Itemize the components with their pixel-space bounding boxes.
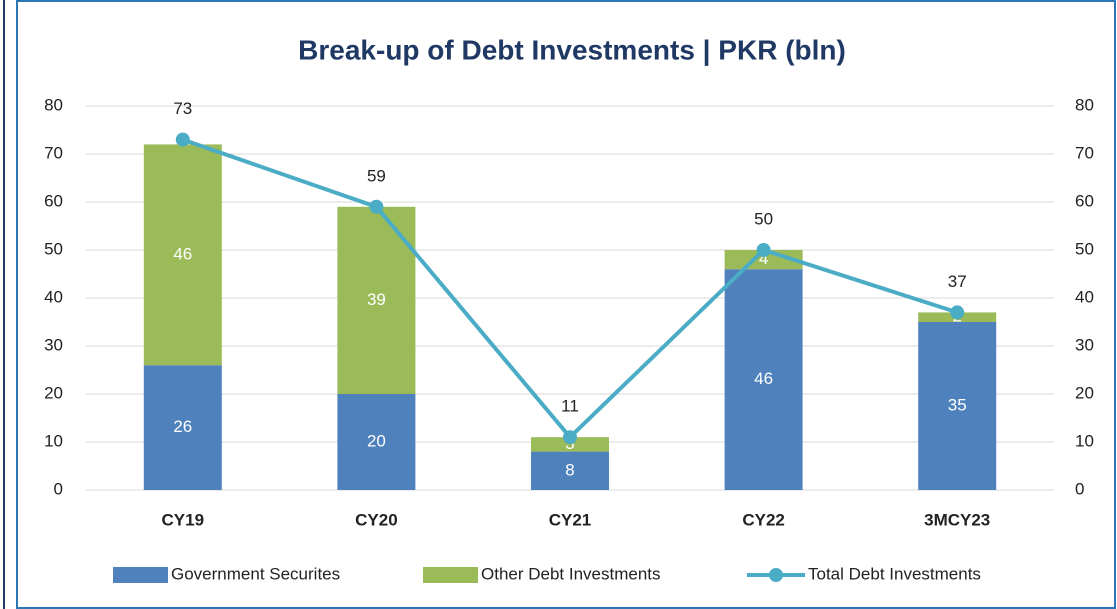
- bar-value-label: 20: [367, 431, 386, 450]
- bar-segment: [918, 322, 997, 490]
- legend-swatch-marker: [769, 568, 783, 582]
- y2-tick-label: 20: [1075, 383, 1094, 402]
- bar-segment: [531, 437, 609, 452]
- y-tick-label: 0: [54, 479, 63, 498]
- bar-value-label: 46: [173, 244, 192, 263]
- bar-segment: [724, 269, 803, 490]
- legend-label: Government Securites: [171, 564, 340, 583]
- y2-tick-label: 10: [1075, 431, 1094, 450]
- line-value-label: 73: [173, 99, 192, 118]
- line-point: [175, 132, 190, 147]
- line-value-label: 50: [754, 209, 773, 228]
- bar-value-label: 26: [173, 417, 192, 436]
- y-tick-label: 50: [44, 239, 63, 258]
- line-value-label: 59: [367, 166, 386, 185]
- x-tick-label: CY19: [162, 510, 205, 529]
- chart-title: Break-up of Debt Investments | PKR (bln): [298, 34, 846, 65]
- legend-swatch: [113, 567, 168, 583]
- legend-swatch: [423, 567, 478, 583]
- line-value-label: 37: [948, 272, 967, 291]
- y-tick-label: 40: [44, 287, 63, 306]
- line-point: [756, 243, 771, 257]
- bar-segment: [337, 394, 416, 490]
- y2-tick-label: 70: [1075, 143, 1094, 162]
- x-tick-label: 3MCY23: [924, 510, 990, 529]
- y-tick-label: 10: [44, 431, 63, 450]
- y2-tick-label: 30: [1075, 335, 1094, 354]
- bar-value-label: 35: [948, 395, 967, 414]
- x-tick-label: CY22: [742, 510, 785, 529]
- y2-tick-label: 0: [1075, 479, 1084, 498]
- legend-label: Other Debt Investments: [481, 564, 661, 583]
- y2-tick-label: 50: [1075, 239, 1094, 258]
- legend-label: Total Debt Investments: [808, 564, 981, 583]
- y-tick-label: 70: [44, 143, 63, 162]
- y-tick-label: 30: [44, 335, 63, 354]
- bar-value-label: 46: [754, 369, 773, 388]
- line-point: [950, 305, 965, 320]
- bar-segment: [143, 144, 222, 366]
- line-point: [563, 430, 577, 445]
- line-point: [369, 199, 384, 214]
- line-value-label: 11: [561, 397, 579, 416]
- y2-tick-label: 60: [1075, 191, 1094, 210]
- y-tick-label: 20: [44, 383, 63, 402]
- bar-value-label: 4: [759, 249, 768, 268]
- x-tick-label: CY21: [549, 510, 592, 529]
- bar-segment: [531, 451, 609, 490]
- bar-value-label: 8: [565, 460, 574, 479]
- y2-tick-label: 40: [1075, 287, 1094, 306]
- bar-value-label: 39: [367, 290, 386, 309]
- y-tick-label: 60: [44, 191, 63, 210]
- bar-segment: [143, 365, 222, 490]
- x-tick-label: CY20: [355, 510, 398, 529]
- y-tick-label: 80: [44, 95, 63, 114]
- y2-tick-label: 80: [1075, 95, 1094, 114]
